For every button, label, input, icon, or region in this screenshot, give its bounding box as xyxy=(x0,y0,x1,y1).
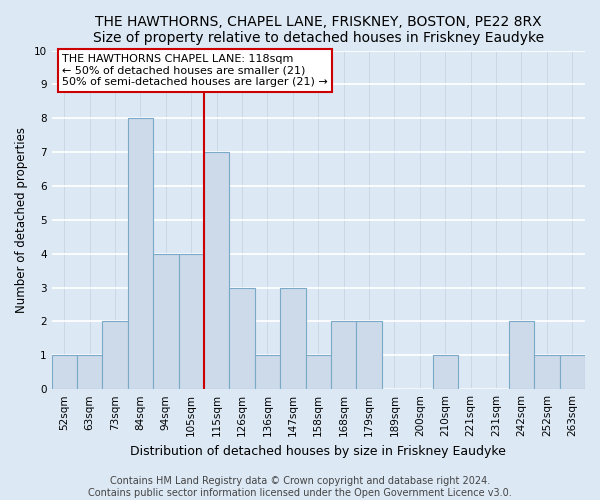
Bar xyxy=(77,356,103,389)
Bar xyxy=(280,288,305,389)
Bar xyxy=(433,356,458,389)
Text: Contains HM Land Registry data © Crown copyright and database right 2024.
Contai: Contains HM Land Registry data © Crown c… xyxy=(88,476,512,498)
X-axis label: Distribution of detached houses by size in Friskney Eaudyke: Distribution of detached houses by size … xyxy=(130,444,506,458)
Bar xyxy=(509,322,534,389)
Bar xyxy=(331,322,356,389)
Bar xyxy=(255,356,280,389)
Bar xyxy=(179,254,204,389)
Bar xyxy=(560,356,585,389)
Bar xyxy=(204,152,229,389)
Bar xyxy=(229,288,255,389)
Bar xyxy=(534,356,560,389)
Y-axis label: Number of detached properties: Number of detached properties xyxy=(15,127,28,313)
Text: THE HAWTHORNS CHAPEL LANE: 118sqm
← 50% of detached houses are smaller (21)
50% : THE HAWTHORNS CHAPEL LANE: 118sqm ← 50% … xyxy=(62,54,328,87)
Bar xyxy=(52,356,77,389)
Bar xyxy=(356,322,382,389)
Title: THE HAWTHORNS, CHAPEL LANE, FRISKNEY, BOSTON, PE22 8RX
Size of property relative: THE HAWTHORNS, CHAPEL LANE, FRISKNEY, BO… xyxy=(93,15,544,45)
Bar xyxy=(305,356,331,389)
Bar xyxy=(128,118,153,389)
Bar xyxy=(153,254,179,389)
Bar xyxy=(103,322,128,389)
